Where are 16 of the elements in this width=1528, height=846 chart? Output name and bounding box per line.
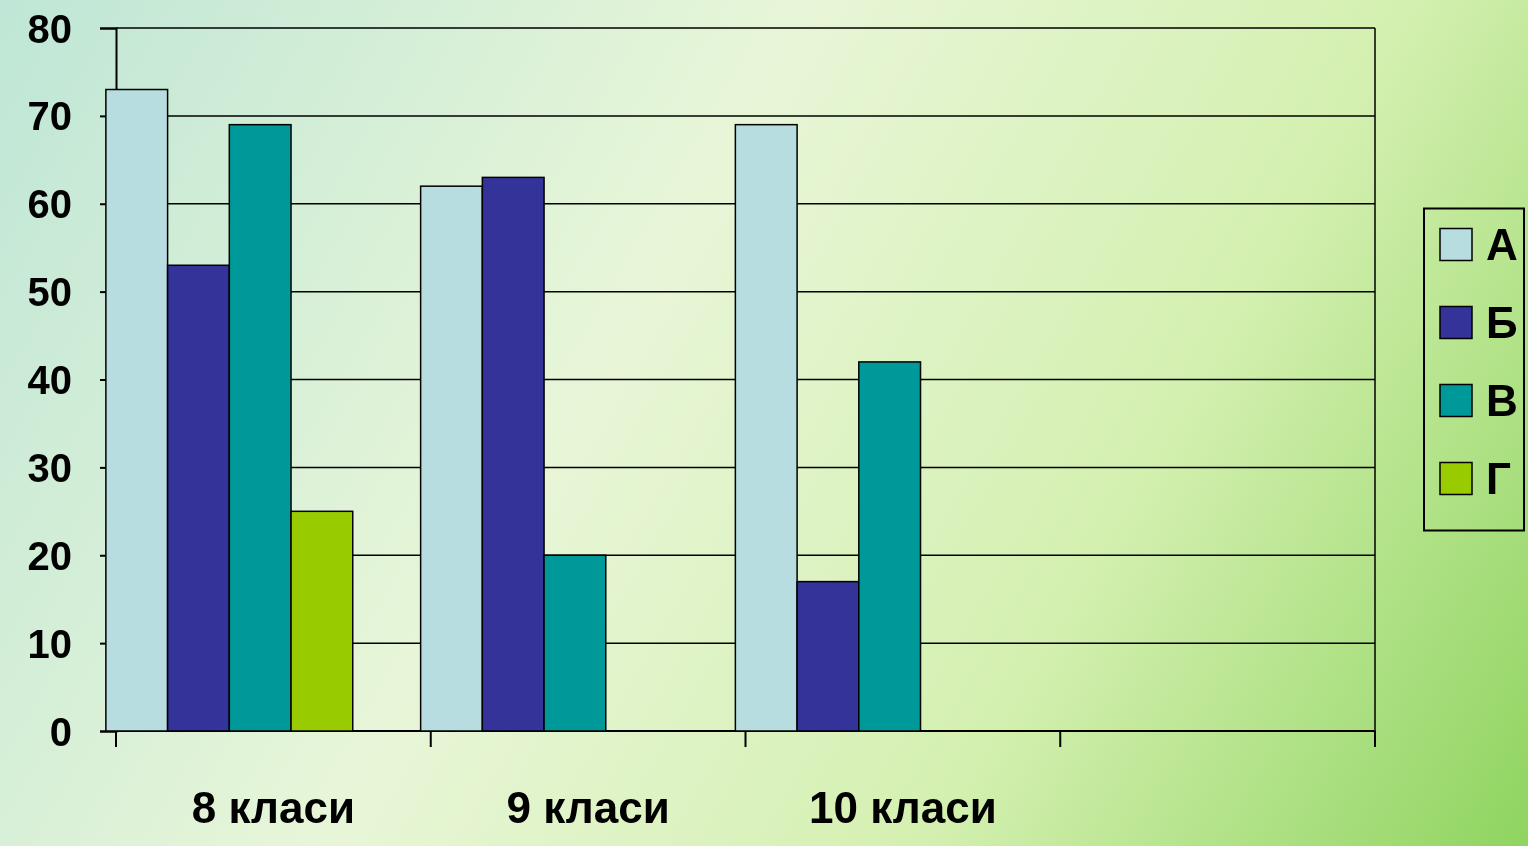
legend-label: В (1486, 375, 1518, 425)
y-tick-label: 80 (27, 6, 72, 51)
y-tick-label: 50 (27, 270, 72, 315)
y-tick-label: 0 (49, 709, 72, 754)
y-tick-label: 70 (27, 94, 72, 139)
legend-label: Б (1486, 297, 1518, 347)
y-tick-label: 30 (27, 445, 72, 490)
x-tick-label: 10 класи (809, 783, 997, 832)
x-tick-label: 9 класи (506, 783, 670, 832)
y-tick-label: 40 (27, 358, 72, 402)
legend-label: А (1486, 219, 1518, 269)
y-tick-label: 20 (27, 533, 72, 578)
y-tick-label: 60 (27, 182, 72, 227)
legend-label: Г (1486, 453, 1511, 503)
y-tick-label: 10 (27, 621, 72, 666)
x-tick-label: 8 класи (191, 783, 355, 832)
